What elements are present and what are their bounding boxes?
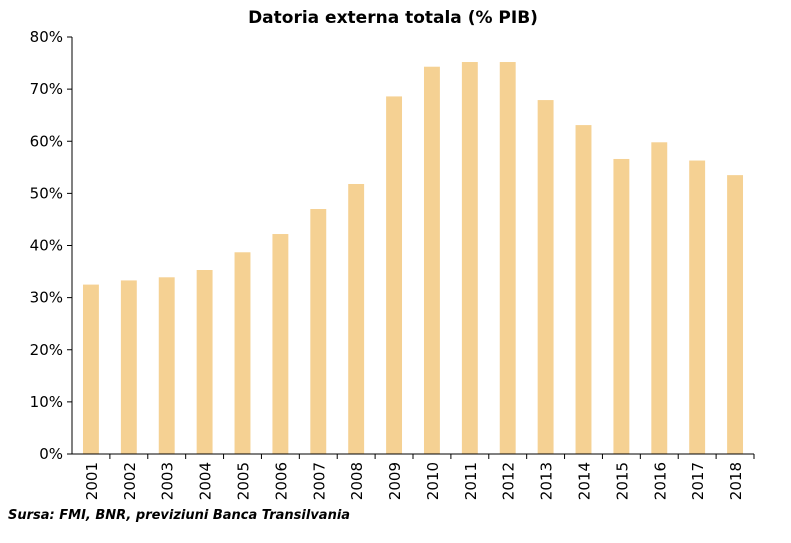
bar-2015 [613, 158, 630, 454]
x-tick-label: 2012 [500, 462, 518, 500]
x-tick-label: 2016 [651, 462, 669, 500]
x-tick-label: 2001 [83, 462, 101, 500]
bar-2001 [82, 284, 99, 454]
y-tick-label: 60% [30, 132, 63, 150]
bar-2002 [120, 280, 137, 454]
bar-2010 [423, 66, 440, 455]
chart-title: Datoria externa totala (% PIB) [248, 8, 538, 28]
y-tick-label: 50% [30, 184, 63, 202]
bar-2012 [499, 62, 516, 455]
x-tick-label: 2002 [121, 462, 139, 500]
y-tick-label: 10% [30, 393, 63, 411]
bar-2016 [651, 142, 668, 455]
x-tick-label: 2017 [689, 462, 707, 500]
bar-2005 [234, 252, 251, 454]
bar-2018 [727, 175, 744, 454]
x-tick-label: 2014 [576, 462, 594, 500]
bar-2011 [461, 62, 478, 455]
x-tick-label: 2015 [613, 462, 631, 500]
x-tick-label: 2004 [197, 462, 215, 500]
y-tick-label: 30% [30, 289, 63, 307]
x-tick-label: 2011 [462, 462, 480, 500]
source-note: Sursa: FMI, BNR, previziuni Banca Transi… [8, 508, 350, 523]
x-tick-label: 2018 [727, 462, 745, 500]
x-tick-label: 2008 [348, 462, 366, 500]
y-tick-label: 20% [30, 341, 63, 359]
bar-2006 [272, 234, 289, 454]
bar-2014 [575, 125, 592, 454]
bar-2013 [537, 100, 554, 454]
y-tick-label: 40% [30, 237, 63, 255]
bar-2004 [196, 269, 213, 454]
bar-2003 [158, 277, 175, 454]
bar-series [82, 62, 744, 455]
bar-2017 [689, 160, 706, 454]
x-tick-label: 2009 [386, 462, 404, 500]
x-tick-label: 2003 [159, 462, 177, 500]
y-tick-label: 80% [30, 28, 63, 46]
x-axis-ticks: 2001 2002 2003 2004 2005 2006 2007 2008 2009 2010… [83, 454, 755, 500]
x-tick-label: 2013 [538, 462, 556, 500]
y-axis-ticks: 0% 10% 20% 30% 40% 50% 60% 70% 80% [30, 28, 72, 463]
x-tick-label: 2006 [272, 462, 290, 500]
x-tick-label: 2010 [424, 462, 442, 500]
bar-2007 [310, 209, 327, 454]
bar-2009 [386, 96, 403, 455]
y-tick-label: 70% [30, 80, 63, 98]
x-tick-label: 2007 [310, 462, 328, 500]
x-tick-label: 2005 [235, 462, 253, 500]
bar-2008 [348, 183, 365, 454]
y-tick-label: 0% [39, 445, 63, 463]
